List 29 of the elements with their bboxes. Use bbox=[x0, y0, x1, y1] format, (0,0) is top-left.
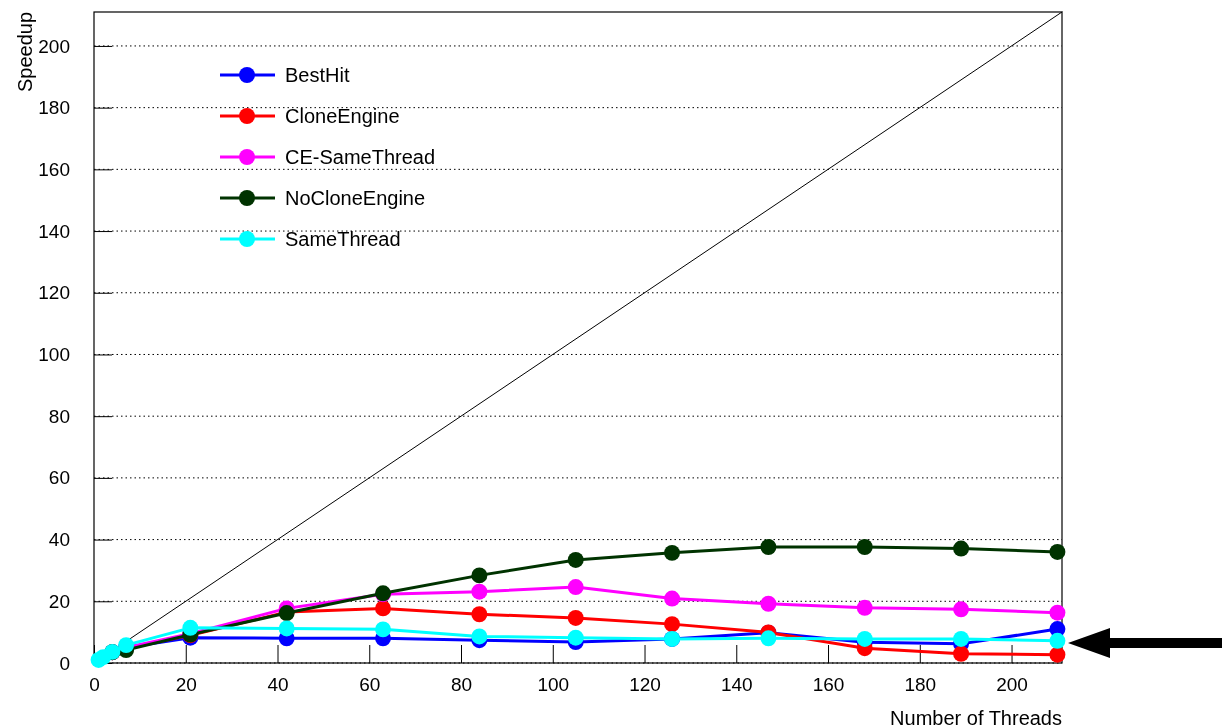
x-tick-label: 60 bbox=[359, 673, 381, 695]
x-axis-title: Number of Threads bbox=[890, 707, 1062, 726]
x-tick-label: 40 bbox=[267, 673, 289, 695]
y-tick-label: 80 bbox=[48, 405, 70, 427]
y-tick-label: 180 bbox=[38, 97, 70, 119]
y-tick-label: 60 bbox=[48, 467, 70, 489]
legend-label: CE-SameThread bbox=[285, 146, 436, 168]
x-tick-label: 100 bbox=[537, 673, 570, 695]
y-tick-label: 140 bbox=[38, 220, 70, 242]
y-tick-label: 0 bbox=[59, 652, 70, 674]
y-tick-label: 20 bbox=[48, 590, 70, 612]
x-tick-label: 120 bbox=[629, 673, 661, 695]
x-tick-label: 140 bbox=[720, 673, 753, 695]
y-tick-label: 200 bbox=[38, 35, 70, 57]
legend-label: NoCloneEngine bbox=[285, 187, 426, 209]
y-tick-label: 100 bbox=[38, 344, 70, 366]
y-tick-label: 160 bbox=[38, 158, 70, 180]
legend-label: CloneEngine bbox=[285, 105, 400, 127]
x-tick-label: 20 bbox=[175, 673, 197, 695]
y-tick-label: 120 bbox=[38, 282, 70, 304]
x-tick-label: 80 bbox=[450, 673, 473, 695]
y-tick-label: 40 bbox=[48, 529, 70, 551]
y-axis-title: Speedup bbox=[14, 12, 36, 93]
x-tick-label: 160 bbox=[812, 673, 845, 695]
x-tick-label: 200 bbox=[996, 673, 1028, 695]
x-tick-label: 0 bbox=[89, 673, 100, 695]
x-tick-label: 180 bbox=[904, 673, 937, 695]
legend-label: BestHit bbox=[285, 64, 350, 86]
legend-label: SameThread bbox=[285, 228, 401, 250]
